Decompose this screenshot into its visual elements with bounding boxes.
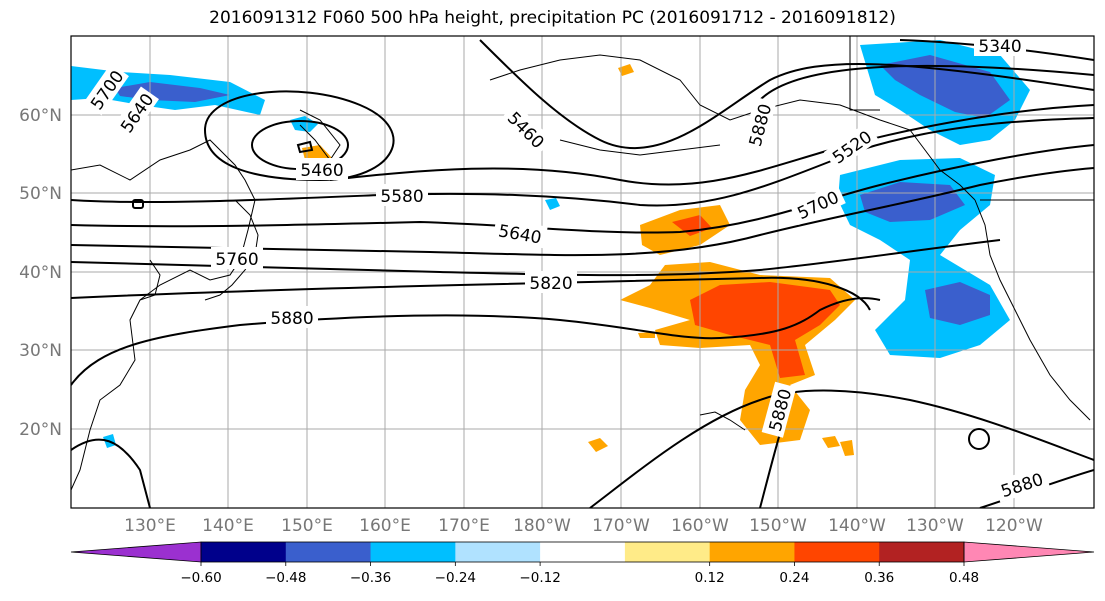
negative-anomaly-small [545,198,560,210]
contour-label-5820: 5820 [529,274,572,294]
negative-anomaly-gulf-of-alaska-core [880,55,1010,118]
colorbar-segment [455,542,541,562]
colorbar-segment [794,542,880,562]
lon-label-150w: 150°W [749,516,807,536]
contour-5880-typhoon [71,438,151,508]
contour-5460-tip [296,140,314,154]
contour-label-5880-a: 5880 [270,309,313,329]
longitude-axis: 130°E 140°E 150°E 160°E 170°E 180°W 170°… [124,516,1043,536]
coastline-na-west [974,199,1091,421]
colorbar-tick-label: 0.24 [779,570,809,586]
lat-label-30n: 30°N [19,341,62,361]
lat-label-20n: 20°N [19,420,62,440]
contour-small-high-2 [132,199,144,209]
contour-label-5460-a: 5460 [300,161,343,181]
coastline-aleutians [559,139,721,156]
plot-frame [70,35,1095,509]
contour-low-ring [203,90,395,182]
latitude-axis: 60°N 50°N 40°N 30°N 20°N [19,106,62,440]
contour-label-5760: 5760 [215,250,258,270]
negative-anomaly-california-core [925,282,990,325]
colorbar: −0.60 −0.48 −0.36 −0.24 −0.12 0.12 0.24 0.36 0.4… [70,541,1095,586]
border-alaska-canada [849,36,880,111]
lat-label-40n: 40°N [19,263,62,283]
positive-anomaly-small-1 [588,438,608,452]
colorbar-segment [370,542,456,562]
colorbar-tick-label: 0.36 [864,570,894,586]
colorbar-tick-label: 0.12 [695,570,725,586]
lon-label-130e: 130°E [124,516,176,536]
contour-5400 [759,64,1094,101]
contour-5880-main [71,297,881,386]
colorbar-segment [709,542,795,562]
coastline-asia [71,139,256,491]
contour-5700 [71,167,1094,257]
contour-small-high [968,428,990,450]
lat-label-60n: 60°N [19,106,62,126]
positive-anomaly-small-2 [822,436,840,448]
positive-anomaly-small-3 [840,440,854,456]
coastline-kamchatka [299,109,341,161]
colorbar-tick-label: −0.60 [180,570,221,586]
lon-label-130w: 130°W [906,516,964,536]
colorbar-segment [879,542,965,562]
negative-anomaly-kamchatka [290,116,318,132]
lon-label-160w: 160°W [671,516,729,536]
contour-5520 [329,104,1094,186]
positive-anomaly-hawaii-core [690,282,840,378]
colorbar-segment [540,542,626,562]
lon-label-140e: 140°E [202,516,254,536]
lon-label-160e: 160°E [359,516,411,536]
lon-label-170w: 170°W [592,516,650,536]
colorbar-tick-label: −0.48 [265,570,306,586]
colorbar-segment [285,542,372,562]
contour-label-5580: 5580 [380,187,423,207]
contour-5580 [71,117,1094,207]
colorbar-extend-high [963,541,1095,563]
colorbar-outline [200,541,965,563]
coastline-korea [139,259,161,301]
height-contours [71,39,1094,508]
colorbar-tick-label: −0.24 [435,570,476,586]
colorbar-segment [624,542,711,562]
colorbar-extend-low [70,541,202,563]
colorbar-segment [201,542,287,562]
contour-5640 [71,144,1094,234]
positive-anomaly-small-4 [638,332,655,338]
lon-label-170e: 170°E [438,516,490,536]
positive-anomaly-bering [618,64,634,76]
colorbar-tick-label: 0.48 [949,570,979,586]
colorbar-tick-label: −0.12 [519,570,560,586]
positive-anomaly-north-pacific-core [672,215,712,236]
lon-label-120w: 120°W [985,516,1043,536]
lon-label-140w: 140°W [828,516,886,536]
contour-5460 [479,39,1094,150]
lon-label-180w: 180°W [513,516,571,536]
lat-label-50n: 50°N [19,184,62,204]
map-title: 2016091312 F060 500 hPa height, precipit… [209,8,896,28]
contour-label-5340: 5340 [978,37,1021,57]
contour-5880-south [589,389,1094,508]
colorbar-tick-label: −0.36 [350,570,391,586]
lon-label-150e: 150°E [281,516,333,536]
negative-anomaly-west-coast-core [860,182,965,222]
